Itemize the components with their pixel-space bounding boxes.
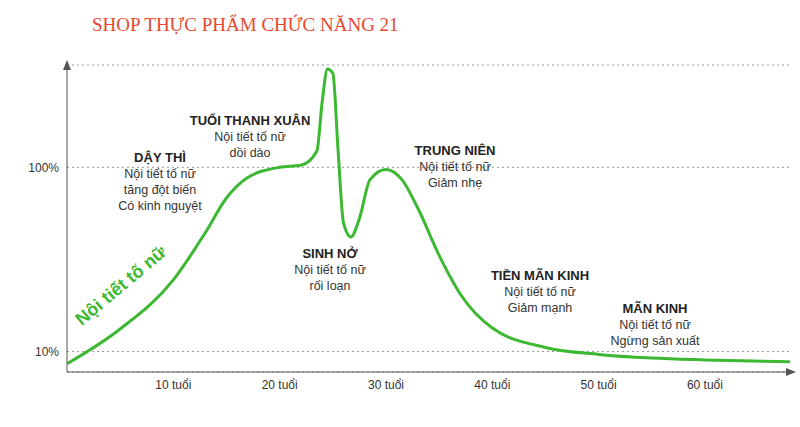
html-text:MÃN KINH: MÃN KINH [622,301,688,316]
svg-text:30 tuổi: 30 tuổi [368,378,404,392]
svg-text:60 tuổi: 60 tuổi [687,378,723,392]
html-text:Giảm nhẹ: Giảm nhẹ [427,176,483,190]
html-text:TUỔI THANH XUÂN: TUỔI THANH XUÂN [189,113,311,128]
html-text:Nội tiết tố nữ: Nội tiết tố nữ [71,241,171,330]
html-text:rối loạn: rối loạn [309,279,351,293]
html-text:Có kinh nguyệt: Có kinh nguyệt [118,199,202,213]
svg-text:40 tuổi: 40 tuổi [474,378,510,392]
html-text:DẬY THÌ: DẬY THÌ [134,150,186,165]
html-text:Nội tiết tố nữ: Nội tiết tố nữ [294,263,366,277]
svg-text:100%: 100% [28,161,59,175]
html-text:dồi dào: dồi dào [229,146,271,160]
html-text:SINH NỞ: SINH NỞ [302,246,358,261]
html-text:Nội tiết tố nữ: Nội tiết tố nữ [504,285,576,299]
html-text:SHOP THỰC PHẨM CHỨC NĂNG 21: SHOP THỰC PHẨM CHỨC NĂNG 21 [92,14,399,35]
html-text:Nội tiết tố nữ: Nội tiết tố nữ [214,130,286,144]
svg-text:50 tuổi: 50 tuổi [581,378,617,392]
html-text:Nội tiết tố nữ: Nội tiết tố nữ [124,167,196,181]
html-text:TRUNG NIÊN: TRUNG NIÊN [414,143,496,158]
svg-text:10 tuổi: 10 tuổi [155,378,191,392]
html-text:Ngừng sản xuất: Ngừng sản xuất [610,334,700,348]
html-text:tăng đột biến: tăng đột biến [123,183,197,197]
html-text:Nội tiết tố nữ: Nội tiết tố nữ [419,160,491,174]
html-text:TIỀN MÃN KINH: TIỀN MÃN KINH [490,268,590,283]
html-text:Giảm mạnh: Giảm mạnh [507,301,573,315]
svg-text:10%: 10% [35,345,59,359]
html-text:Nội tiết tố nữ: Nội tiết tố nữ [619,318,691,332]
svg-text:20 tuổi: 20 tuổi [262,378,298,392]
